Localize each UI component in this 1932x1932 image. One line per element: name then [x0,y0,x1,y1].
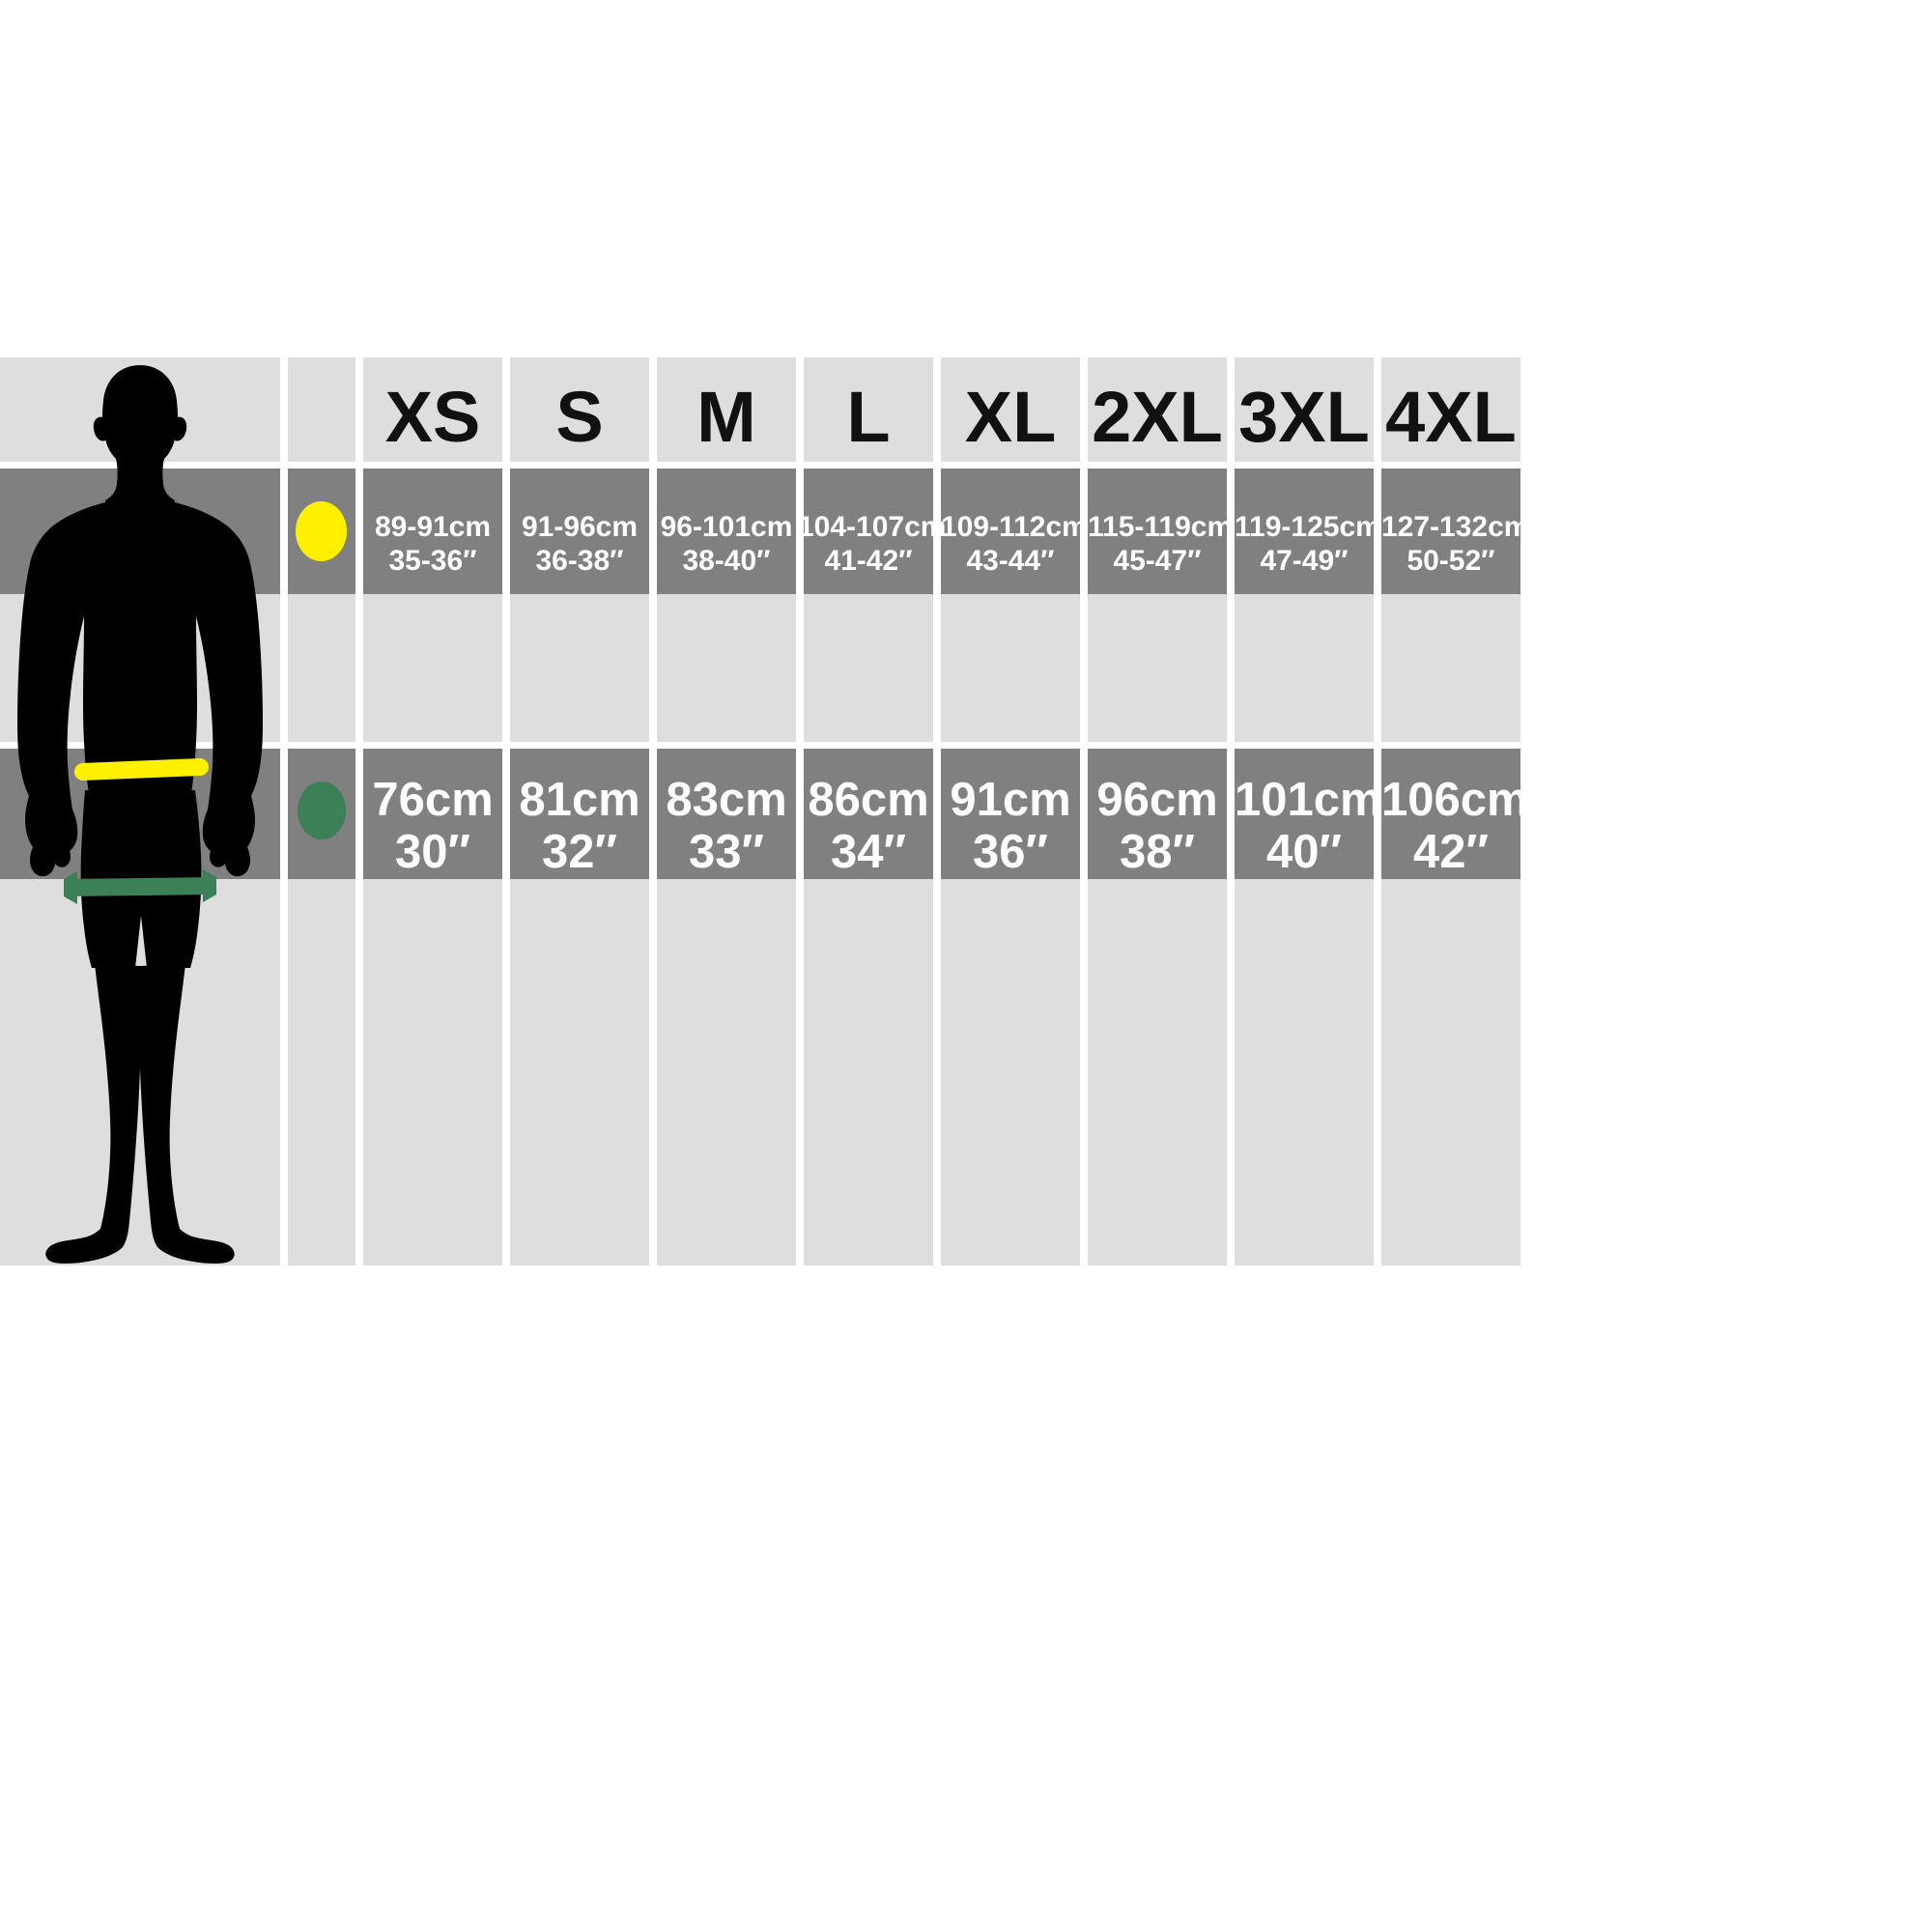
grid-gutter [933,357,941,1265]
chest-cell-m-in: 38-40″ [682,545,771,577]
size-header-xs: XS [384,377,481,457]
grid-gutter [796,357,804,1265]
chest-cell-xs-in: 35-36″ [388,545,477,577]
chest-cell-s-in: 36-38″ [535,545,624,577]
grid-gutter [502,357,510,1265]
waist-cell-l-cm: 86cm [808,774,929,826]
chest-cell-2xl-cm: 115-119cm [1088,511,1234,543]
waist-cell-l-in: 34″ [831,826,906,878]
waist-cell-2xl-in: 38″ [1120,826,1195,878]
chest-cell-4xl-cm: 127-132cm [1381,511,1530,543]
size-header-l: L [846,377,891,457]
chest-cell-l-in: 41-42″ [824,545,913,577]
waist-cell-xs-in: 30″ [395,826,470,878]
size-table [0,357,1932,1265]
chest-legend-dot [296,501,347,561]
grid-gutter [649,357,657,1265]
grid-gutter [355,357,363,1265]
grid-gutter [280,357,288,1265]
size-header-2xl: 2XL [1092,377,1223,457]
waist-cell-3xl-cm: 101cm [1235,774,1382,826]
waist-cell-xl-in: 36″ [973,826,1048,878]
chest-cell-4xl-in: 50-52″ [1406,545,1495,577]
waist-cell-s-cm: 81cm [519,774,640,826]
waist-cell-xs-cm: 76cm [372,774,494,826]
size-header-4xl: 4XL [1385,377,1517,457]
chest-cell-xl-in: 43-44″ [966,545,1055,577]
grid-hgutter [0,742,1932,749]
waist-legend-dot [298,781,346,839]
grid-hgutter [0,462,1932,469]
grid-gutter [1080,357,1088,1265]
waist-cell-2xl-cm: 96cm [1096,774,1218,826]
size-header-3xl: 3XL [1238,377,1370,457]
grid-gutter [1374,357,1381,1265]
chest-cell-3xl-in: 47-49″ [1260,545,1349,577]
waist-cell-m-in: 33″ [689,826,764,878]
waist-cell-m-cm: 83cm [666,774,787,826]
chest-cell-s-cm: 91-96cm [521,511,639,543]
grid-gutter [1227,357,1235,1265]
chest-cell-m-cm: 96-101cm [660,511,793,543]
grid-gutter [1520,357,1932,1265]
waist-cell-3xl-in: 40″ [1266,826,1342,878]
size-header-m: M [696,377,756,457]
waist-cell-4xl-in: 42″ [1413,826,1489,878]
size-header-xl: XL [964,377,1057,457]
waist-cell-xl-cm: 91cm [950,774,1071,826]
size-header-s: S [555,377,604,457]
chest-cell-xs-cm: 89-91cm [374,511,492,543]
chest-cell-2xl-in: 45-47″ [1113,545,1202,577]
column-figure [0,357,280,1265]
waist-cell-s-in: 32″ [542,826,617,878]
chest-cell-l-cm: 104-107cm [798,511,947,543]
chest-cell-3xl-cm: 119-125cm [1235,511,1381,543]
chest-cell-xl-cm: 109-112cm [941,511,1088,543]
waist-cell-4xl-cm: 106cm [1381,774,1529,826]
